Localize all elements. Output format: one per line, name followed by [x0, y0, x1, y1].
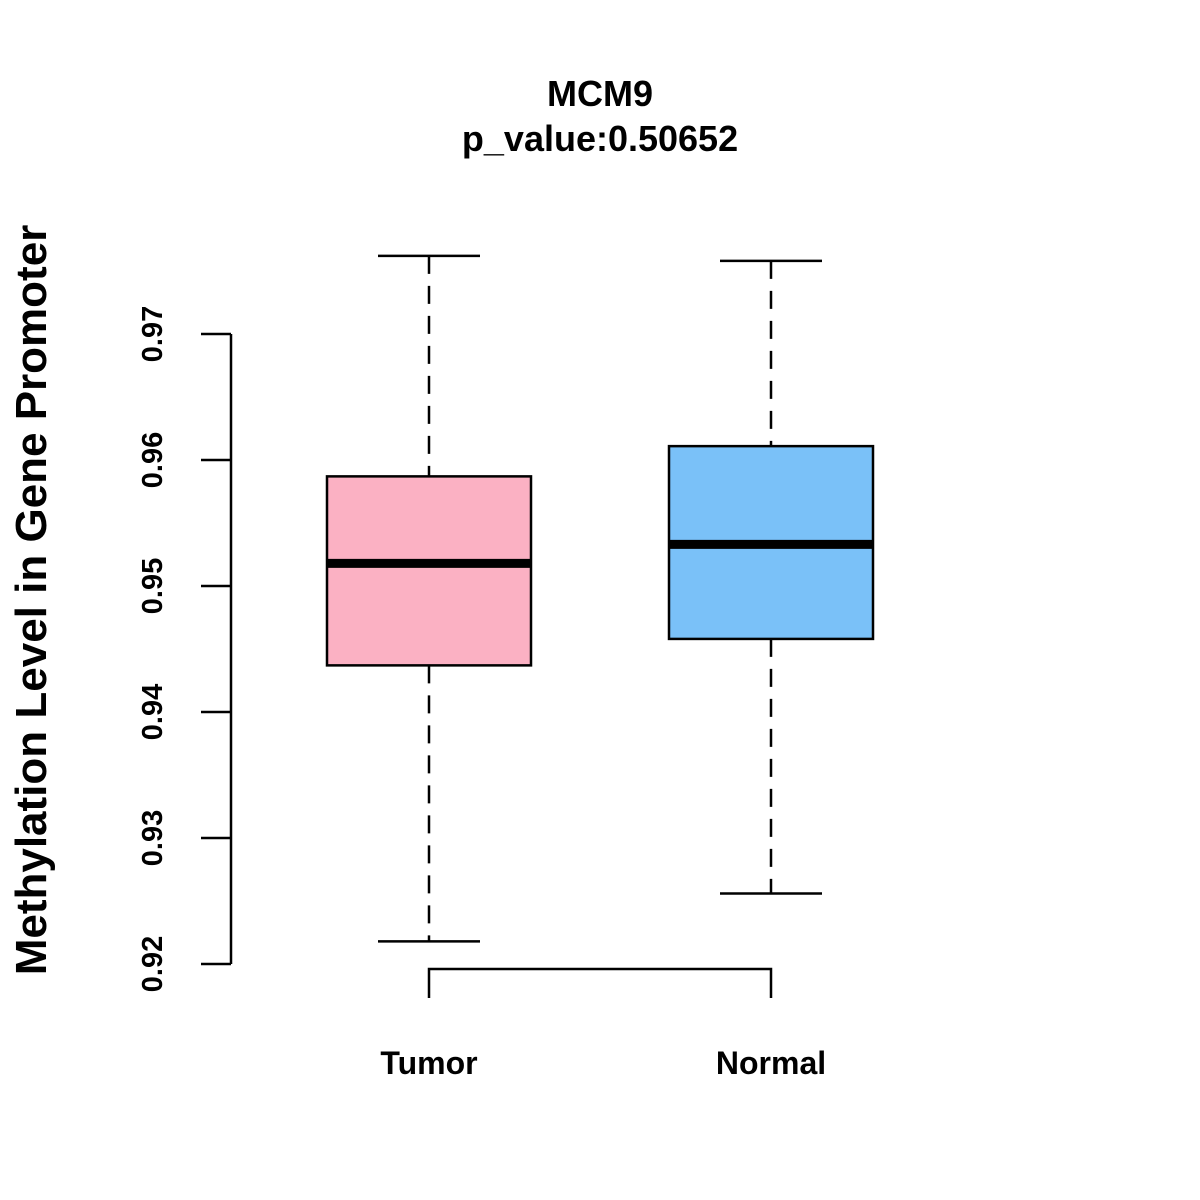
y-tick-label: 0.94 [137, 684, 169, 740]
box-normal [667, 259, 875, 895]
y-tick-label: 0.96 [137, 432, 169, 488]
y-tick-label: 0.97 [137, 306, 169, 362]
bracket-line [427, 967, 773, 998]
y-axis: 0.92 0.93 0.94 0.95 0.96 0.97 [137, 306, 233, 992]
y-tick-label: 0.95 [137, 558, 169, 614]
chart-title: MCM9 [547, 73, 653, 114]
box-tumor [325, 254, 533, 943]
x-label-normal: Normal [716, 1045, 826, 1081]
y-tick-label: 0.92 [137, 936, 169, 992]
boxes [325, 254, 875, 943]
iqr-box [325, 475, 533, 667]
x-label-tumor: Tumor [380, 1045, 477, 1081]
comparison-bracket [427, 967, 773, 998]
chart-subtitle: p_value:0.50652 [462, 118, 738, 159]
x-axis-labels: Tumor Normal [380, 1045, 826, 1081]
y-tick-label: 0.93 [137, 810, 169, 866]
y-axis-label: Methylation Level in Gene Promoter [7, 225, 56, 976]
